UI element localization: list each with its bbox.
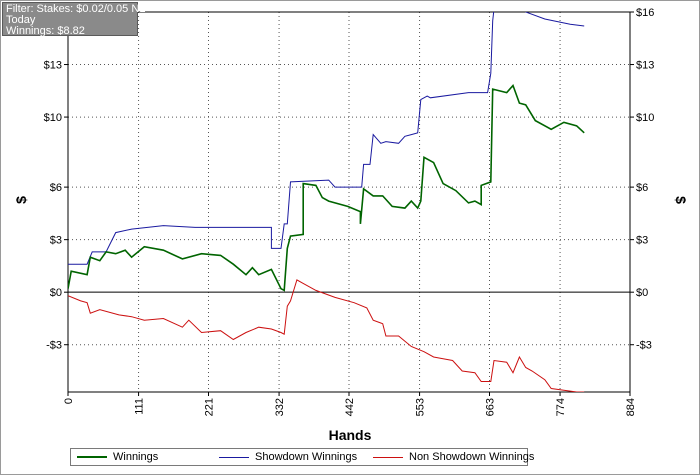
filter-info-box: Filter: Stakes: $0.02/0.05 NL Today Winn… [2,2,146,37]
tick-layer: 0 111 221 332 442 553 663 774 884 -$3 -$3 $0 $0 $3 $3 $… [44,7,655,416]
x-tick-label: 553 [415,398,427,416]
x-tick-label: 111 [134,398,146,415]
y-tick-label-left: $3 [50,235,62,247]
legend-item-winnings: Winnings [77,449,158,465]
y-axis-title-left: $ [13,196,29,204]
chart-legend: Winnings Showdown Winnings Non Showdown … [70,448,534,466]
y-tick-label-right: $0 [636,287,648,299]
legend-label-winnings: Winnings [113,451,159,463]
filter-text: Filter: Stakes: $0.02/0.05 NL [6,3,146,15]
legend-label-non-showdown: Non Showdown Winnings [409,451,535,463]
legend-swatch-winnings [77,456,107,459]
y-tick-label-right: $13 [636,60,654,72]
y-tick-label-right: $3 [636,235,648,247]
period-text: Today [6,14,36,26]
x-tick-label: 884 [625,398,637,416]
x-tick-label: 0 [63,398,75,404]
x-tick-label: 332 [274,398,286,416]
series-line-non-showdown-winnings [68,279,585,392]
legend-label-showdown: Showdown Winnings [255,451,358,463]
grid-layer [68,11,630,392]
y-axis-title-right: $ [673,196,689,204]
y-tick-label-left: $0 [50,287,62,299]
y-tick-label-right: $16 [636,7,654,19]
x-axis-title: Hands [329,427,372,443]
x-tick-label: 221 [204,398,216,416]
legend-item-non-showdown: Non Showdown Winnings [373,449,534,465]
legend-swatch-non-showdown [373,456,403,458]
y-tick-label-left: $6 [50,182,62,194]
y-tick-label-left: -$3 [46,340,62,352]
series-line-winnings [68,83,585,292]
y-tick-label-right: $10 [636,112,654,124]
y-tick-label-left: $13 [44,60,62,72]
y-tick-label-right: -$3 [636,340,652,352]
legend-item-showdown: Showdown Winnings [219,449,357,465]
y-tick-label-left: $10 [44,112,62,124]
x-tick-label: 663 [485,398,497,416]
y-tick-label-right: $6 [636,182,648,194]
x-tick-label: 774 [555,398,567,416]
series-line-showdown-winnings [68,12,585,265]
series-layer [68,12,585,392]
winnings-total-text: Winnings: $8.82 [6,25,85,37]
legend-swatch-showdown [219,456,249,458]
x-tick-label: 442 [344,398,356,416]
